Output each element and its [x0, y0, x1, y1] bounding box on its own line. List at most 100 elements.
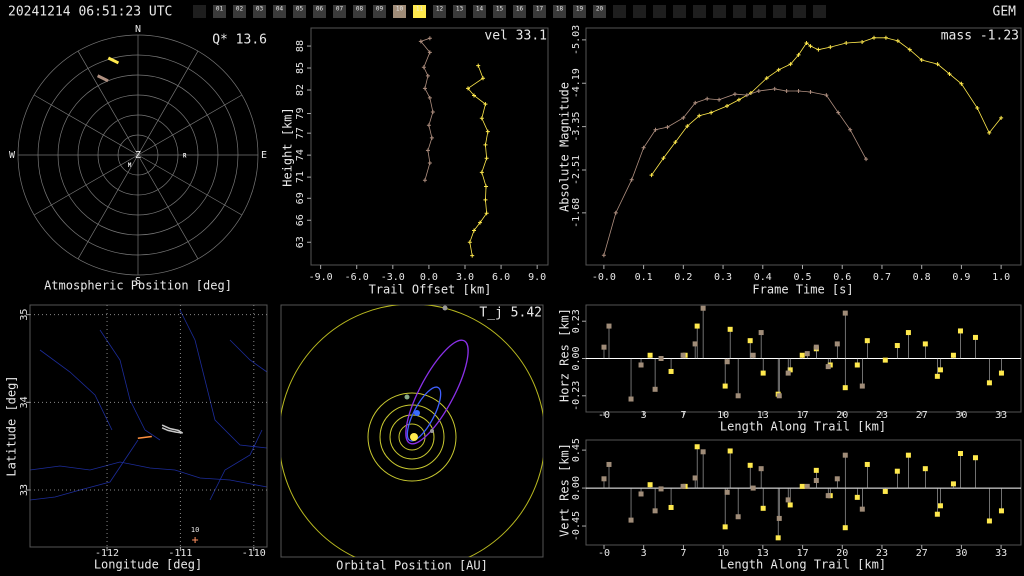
frame-box[interactable] — [313, 5, 326, 18]
x-tick-label: 0.9 — [952, 272, 970, 283]
river — [209, 429, 263, 501]
point — [736, 97, 741, 102]
point — [652, 508, 658, 514]
point — [722, 383, 728, 389]
frame-box[interactable] — [453, 5, 466, 18]
frame-slot — [673, 5, 686, 18]
y-tick-label: 63 — [295, 236, 306, 248]
point — [658, 486, 664, 492]
point — [957, 328, 963, 334]
point — [685, 124, 690, 129]
point — [758, 466, 764, 472]
x-tick-label: 27 — [916, 410, 928, 421]
x-tick-label: -0.0 — [592, 272, 616, 283]
x-tick-label: 0.3 — [714, 272, 732, 283]
point — [854, 362, 860, 368]
point — [972, 334, 978, 340]
point — [709, 110, 714, 115]
point — [484, 156, 489, 161]
x-tick-label: 10 — [717, 410, 729, 421]
point — [905, 330, 911, 336]
y-tick-label: 88 — [295, 40, 306, 52]
comet-orbit — [406, 386, 442, 442]
orbit-frame — [280, 304, 544, 558]
frame-label: 04 — [276, 6, 284, 13]
station-marker: R — [183, 152, 187, 159]
frame-slot — [793, 5, 806, 18]
frame-slot — [733, 5, 746, 18]
plot-frame — [585, 27, 1022, 266]
frame-box[interactable] — [233, 5, 246, 18]
planet — [430, 429, 434, 433]
point — [693, 100, 698, 105]
point — [937, 367, 943, 373]
frame-box[interactable] — [533, 5, 546, 18]
y-tick-label: 82 — [295, 84, 306, 96]
frame-box[interactable] — [593, 5, 606, 18]
azimuth-spoke — [137, 94, 243, 156]
point — [894, 468, 900, 474]
point — [422, 178, 427, 183]
frame-box[interactable] — [553, 5, 566, 18]
point — [864, 338, 870, 344]
annotation: vel 33.1 — [484, 29, 547, 44]
frame-box[interactable] — [213, 5, 226, 18]
azimuth-spoke — [137, 154, 199, 260]
frame-box[interactable] — [513, 5, 526, 18]
point — [760, 505, 766, 511]
point — [421, 65, 426, 70]
point — [787, 502, 793, 508]
point — [816, 47, 821, 52]
point — [864, 461, 870, 467]
frame-box[interactable] — [573, 5, 586, 18]
point — [465, 86, 470, 91]
point — [796, 88, 801, 93]
frame-box[interactable] — [433, 5, 446, 18]
panel-title: Orbital Position [AU] — [336, 559, 488, 573]
frame-box[interactable] — [253, 5, 266, 18]
point — [808, 44, 813, 49]
point — [601, 476, 607, 482]
frame-slot — [773, 5, 786, 18]
frame-box[interactable] — [353, 5, 366, 18]
frame-slot — [613, 5, 626, 18]
point — [842, 310, 848, 316]
frame-box[interactable] — [393, 5, 406, 18]
frame-label: 18 — [556, 6, 564, 13]
y-tick-label: -1.68 — [571, 198, 582, 228]
frame-box[interactable] — [273, 5, 286, 18]
direction-label: S — [135, 276, 141, 287]
point — [804, 483, 810, 489]
point — [895, 38, 900, 43]
frame-box[interactable] — [493, 5, 506, 18]
frame-box[interactable] — [413, 5, 426, 18]
frame-box[interactable] — [373, 5, 386, 18]
point — [638, 362, 644, 368]
frame-label: 14 — [476, 6, 484, 13]
point — [601, 253, 606, 258]
frame-label: 10 — [396, 6, 404, 13]
point — [760, 370, 766, 376]
point — [905, 452, 911, 458]
point — [747, 462, 753, 468]
y-tick-label: -0.45 — [571, 511, 582, 541]
frame-box[interactable] — [473, 5, 486, 18]
frame-slot — [193, 5, 206, 18]
point — [479, 116, 484, 121]
river — [29, 439, 139, 501]
frame-box[interactable] — [333, 5, 346, 18]
x-tick-label: 0.5 — [793, 272, 811, 283]
point — [697, 113, 702, 118]
point — [425, 73, 430, 78]
x-axis-label: Frame Time [s] — [752, 283, 853, 297]
point — [882, 488, 888, 494]
ground-track — [137, 435, 152, 440]
point — [859, 506, 865, 512]
point — [784, 88, 789, 93]
point — [647, 482, 653, 488]
plot-frame — [29, 304, 268, 548]
point — [680, 352, 686, 358]
point — [919, 58, 924, 63]
point — [859, 383, 865, 389]
frame-box[interactable] — [293, 5, 306, 18]
